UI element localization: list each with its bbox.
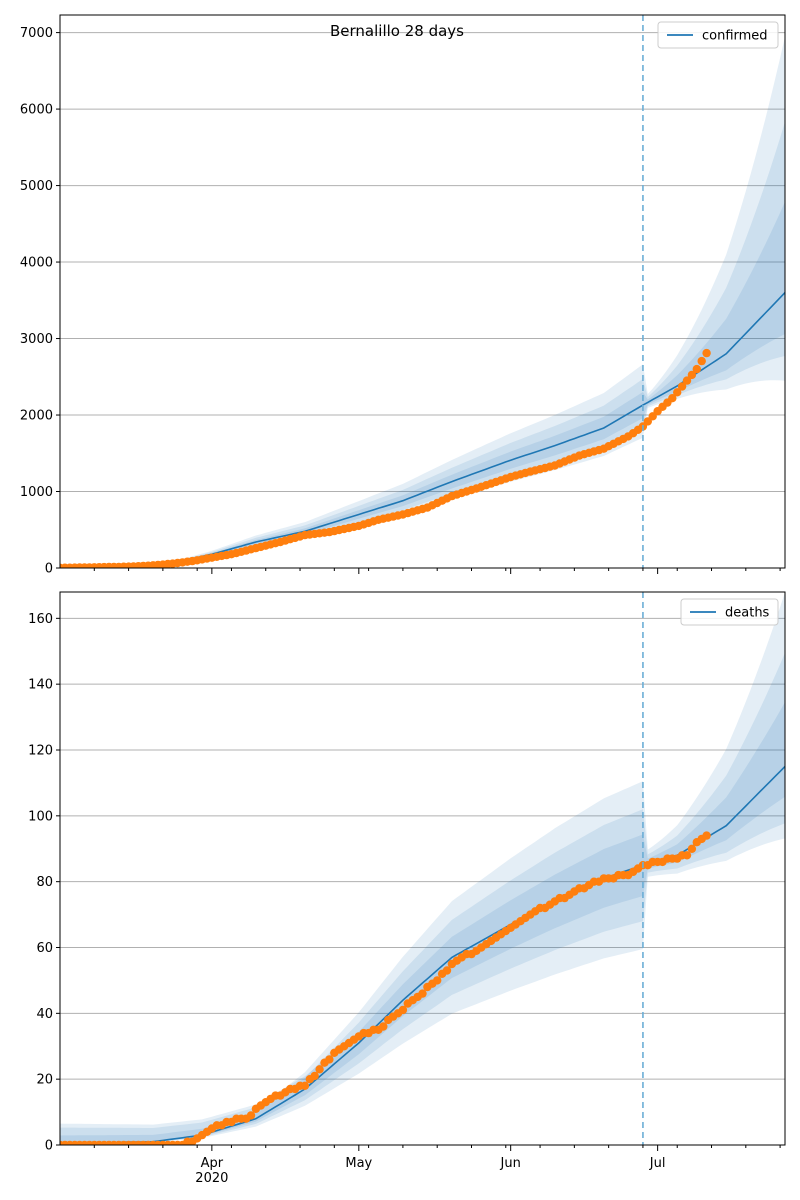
y-tick-label: 1000 <box>20 485 53 500</box>
observed-point <box>300 1081 310 1091</box>
y-tick-label: 6000 <box>20 103 53 118</box>
observed-point <box>702 348 711 358</box>
observed-point <box>682 376 692 385</box>
legend-box <box>657 21 779 49</box>
legend-label: deaths <box>725 606 770 621</box>
observed-point <box>246 1111 256 1120</box>
observed-point <box>398 1005 408 1015</box>
observed-point <box>697 356 706 366</box>
x-tick-label: May <box>345 1156 372 1171</box>
y-tick-label: 40 <box>36 1007 53 1022</box>
legend-label: confirmed <box>702 29 768 44</box>
y-tick-label: 100 <box>28 809 53 824</box>
y-tick-label: 20 <box>36 1073 53 1088</box>
observed-point <box>379 1022 388 1031</box>
observed-point <box>682 851 692 860</box>
observed-point <box>325 1055 334 1064</box>
plot-frame <box>59 14 786 569</box>
legend: confirmed <box>657 21 779 49</box>
y-tick-label: 3000 <box>20 332 53 347</box>
observed-point <box>433 976 442 985</box>
observed-point <box>442 966 452 975</box>
x-tick-label: Jun <box>500 1156 521 1171</box>
y-tick-label: 0 <box>45 1139 53 1154</box>
y-tick-label: 4000 <box>20 256 53 271</box>
y-tick-label: 0 <box>45 562 53 577</box>
observed-point <box>702 831 711 840</box>
plot-area <box>60 36 785 568</box>
observed-point <box>310 1071 319 1081</box>
y-tick-label: 120 <box>28 744 53 759</box>
observed-point <box>315 1065 324 1074</box>
legend: deaths <box>680 598 779 626</box>
observed-point <box>418 989 427 998</box>
y-tick-label: 140 <box>28 678 53 693</box>
chart-title: Bernalillo 28 days <box>330 22 464 40</box>
y-tick-label: 60 <box>36 941 53 956</box>
x-tick-label: Jul <box>649 1156 666 1171</box>
uncertainty-band <box>60 36 785 568</box>
legend-box <box>680 598 779 626</box>
y-tick-label: 160 <box>28 612 53 627</box>
observed-point <box>677 382 687 391</box>
observed-point <box>687 844 697 853</box>
series-line <box>60 292 785 568</box>
observed-point <box>668 394 677 403</box>
plot-frame <box>59 591 786 1146</box>
uncertainty-band <box>60 121 785 568</box>
observed-point <box>692 364 701 374</box>
uncertainty-band <box>60 702 785 1144</box>
y-tick-label: 80 <box>36 875 53 890</box>
plot-area <box>60 592 785 1145</box>
x-tick-sublabel: 2020 <box>195 1171 228 1186</box>
uncertainty-band <box>60 652 785 1144</box>
y-tick-label: 5000 <box>20 179 53 194</box>
observed-point <box>673 388 682 397</box>
observed-point <box>687 370 697 380</box>
x-tick-label: Apr <box>201 1156 224 1171</box>
uncertainty-band <box>60 201 785 568</box>
y-tick-label: 7000 <box>20 26 53 41</box>
y-tick-label: 2000 <box>20 409 53 424</box>
confirmed-panel: 0 1000 2000 3000 4000 5000 6000 7000 confirmed <box>20 14 786 577</box>
